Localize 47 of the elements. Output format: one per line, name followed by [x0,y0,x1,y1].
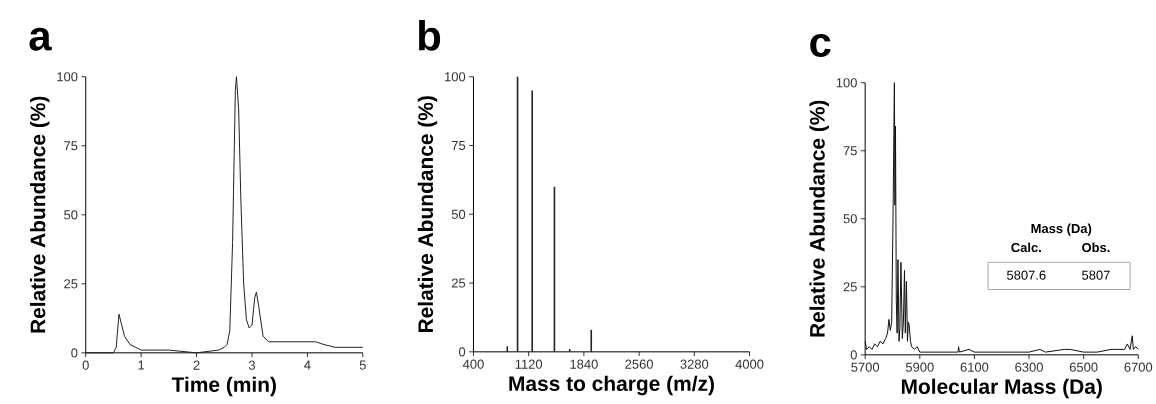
x-tick-label: 5 [359,360,366,370]
y-tick-label: 0 [850,350,857,360]
y-tick-label: 25 [451,278,466,288]
x-axis-title: Molecular Mass (Da) [901,378,1102,399]
annotation: Mass (Da) [1031,223,1092,236]
x-tick-label: 6500 [1069,362,1098,372]
y-tick-label: 50 [64,210,78,220]
y-tick-label: 100 [57,72,78,82]
y-tick-label: 25 [843,282,857,292]
chart-title: b [419,20,441,51]
x-tick-label: 2 [193,360,200,370]
y-tick-label: 25 [64,279,78,289]
x-tick-label: 6100 [960,362,989,372]
annotation: 5807 [1082,270,1110,280]
y-tick-label: 75 [451,141,466,151]
x-tick-label: 400 [462,359,484,369]
y-tick-label: 0 [71,348,78,358]
annotation: Calc. [1011,242,1041,253]
y-tick-label: 50 [451,209,466,220]
x-tick-label: 0 [82,360,89,370]
x-tick-label: 3280 [680,359,709,369]
x-tick-label: 1120 [515,359,543,369]
y-tick-label: 100 [445,72,466,82]
y-tick-label: 100 [836,78,857,88]
x-tick-label: 5900 [905,362,934,372]
y-axis-title: Relative Abundance (%) [809,100,829,337]
annotation: 5807.6 [1007,270,1046,280]
x-tick-label: 1 [138,360,145,370]
x-tick-label: 1840 [570,359,598,369]
y-tick-label: 75 [843,146,857,156]
x-tick-label: 4000 [735,359,764,369]
x-axis-title: Time (min) [171,376,276,397]
chart-title: c [810,34,831,58]
y-axis-title: Relative Abundance (%) [29,96,50,333]
chart-title: a [29,27,52,51]
y-tick-label: 0 [458,347,466,357]
x-tick-label: 2560 [625,359,654,369]
y-axis-title: Relative Abundance (%) [417,96,438,333]
x-tick-label: 5700 [851,362,880,372]
x-axis-title: Mass to charge (m/z) [509,375,714,396]
x-tick-label: 4 [304,360,311,370]
y-tick-label: 50 [843,214,857,224]
x-tick-label: 6300 [1015,362,1043,372]
y-tick-label: 75 [64,141,78,151]
x-tick-label: 6700 [1124,362,1153,372]
annotation: Obs. [1082,242,1110,253]
x-tick-label: 3 [248,360,256,370]
